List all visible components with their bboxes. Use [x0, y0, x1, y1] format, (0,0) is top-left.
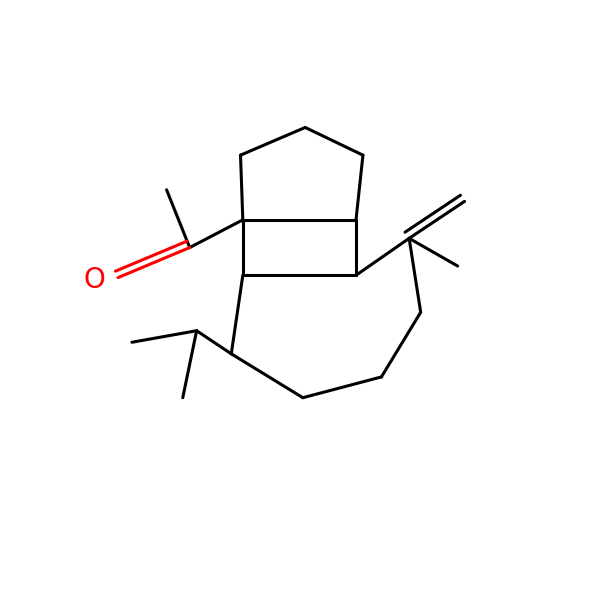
Text: O: O [83, 266, 105, 294]
